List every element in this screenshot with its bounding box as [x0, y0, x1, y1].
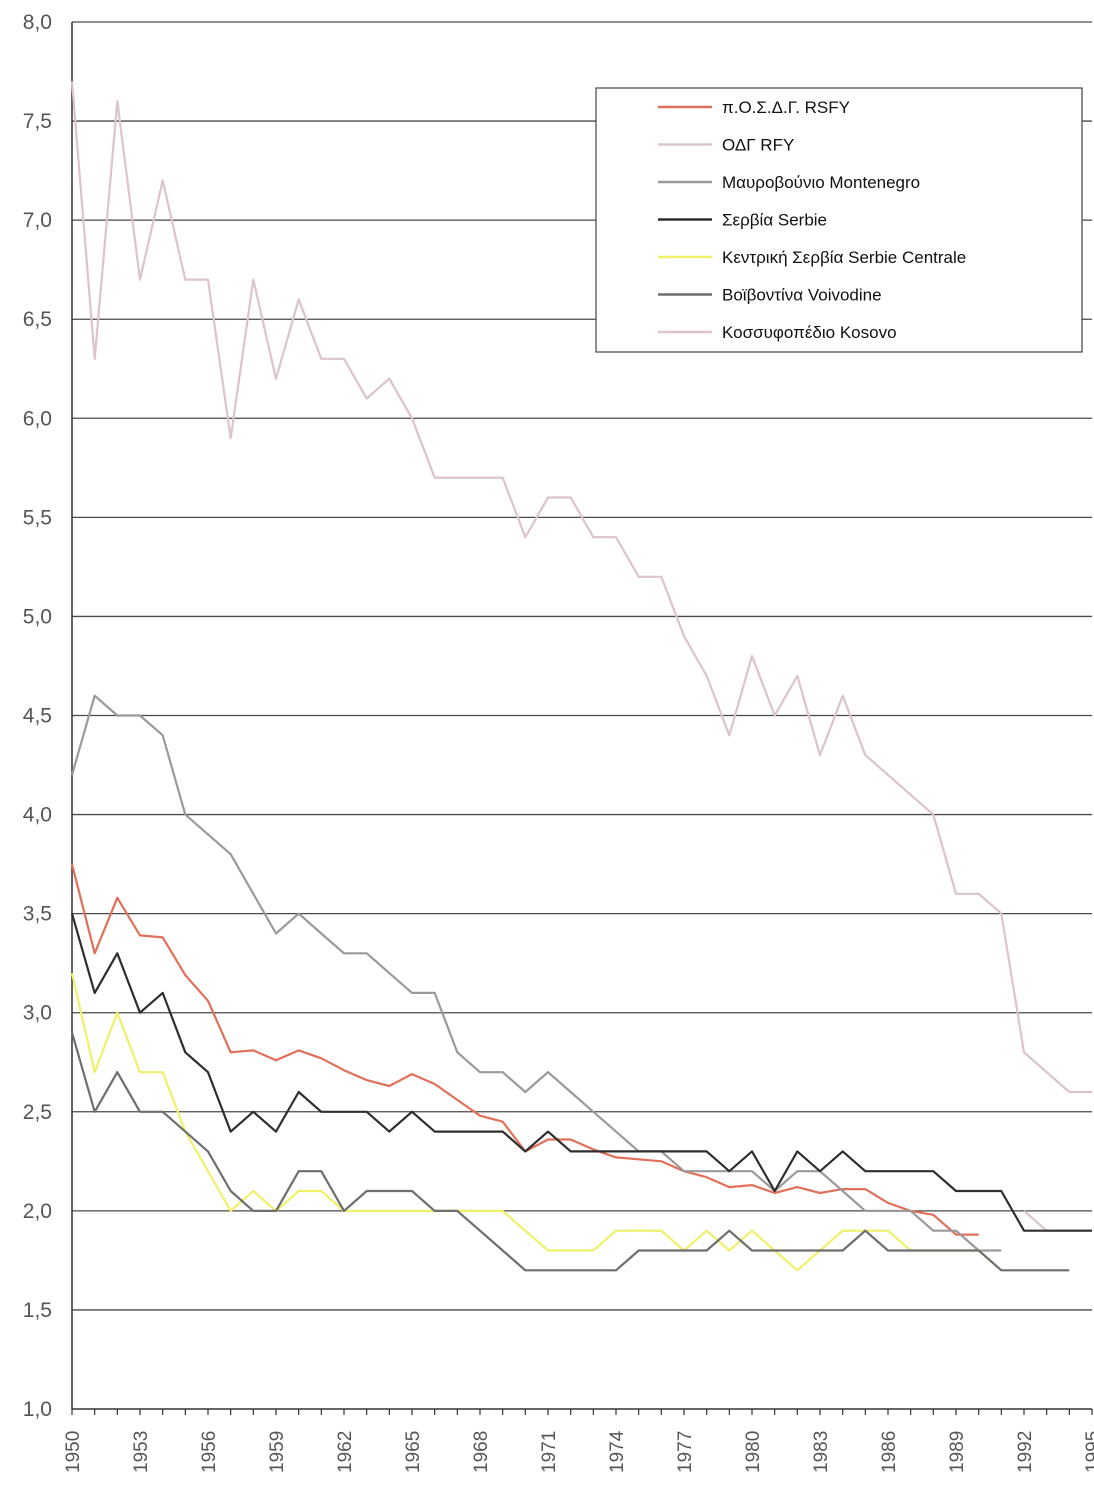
y-tick-label: 7,0	[23, 209, 52, 232]
y-tick-label: 8,0	[23, 11, 52, 34]
x-tick-label: 1992	[1015, 1431, 1036, 1473]
x-tick-label: 1950	[63, 1431, 84, 1473]
series-line-3	[70, 913, 1092, 1232]
y-tick-label: 6,0	[23, 407, 52, 430]
legend: π.Ο.Σ.Δ.Γ. RSFY ΟΔΓ RFY Μαυροβούνιο Monten…	[595, 87, 1083, 353]
x-tick-label: 1980	[743, 1431, 764, 1473]
x-tick-label: 1974	[607, 1430, 628, 1473]
series-line-1	[1023, 1210, 1092, 1232]
series-line-5	[70, 1032, 1070, 1272]
legend-label-0: π.Ο.Σ.Δ.Γ. RSFY	[722, 98, 850, 117]
x-tick-label: 1989	[947, 1431, 968, 1473]
legend-label-5: Βοϊβοντίνα Voivodine	[722, 286, 882, 305]
legend-label-2: Μαυροβούνιο Montenegro	[722, 173, 920, 192]
y-tick-label: 1,5	[23, 1299, 52, 1322]
legend-label-6: Κοσσυφοπέδιο Kosovo	[722, 323, 897, 342]
legend-label-1: ΟΔΓ RFY	[722, 136, 794, 155]
y-tick-label: 3,5	[23, 903, 52, 926]
series-line-4	[70, 972, 1003, 1272]
legend-label-4: Κεντρική Σερβία Serbie Centrale	[722, 248, 966, 267]
x-tick-label: 1995	[1083, 1431, 1094, 1473]
y-tick-label: 4,5	[23, 705, 52, 728]
series-lines	[70, 81, 1092, 1272]
series-line-6	[70, 81, 1092, 1094]
x-tick-label: 1971	[539, 1431, 560, 1473]
y-tick-label: 1,0	[23, 1398, 52, 1421]
x-tick-label: 1968	[471, 1431, 492, 1473]
legend-label-3: Σερβία Serbie	[722, 211, 827, 230]
y-tick-label: 6,5	[23, 308, 52, 331]
x-tick-label: 1959	[267, 1431, 288, 1473]
x-tick-label: 1956	[199, 1431, 220, 1473]
x-tick-label: 1986	[879, 1431, 900, 1473]
y-tick-label: 2,5	[23, 1101, 52, 1124]
y-tick-label: 7,5	[23, 110, 52, 133]
x-tick-label: 1983	[811, 1431, 832, 1473]
axes: 1,0 1,5 2,0 2,5 3,0 3,5 4,0 4,5 5,0 5,5 6,0 6,5 7,0 7…	[23, 11, 1094, 1473]
x-tick-label: 1977	[675, 1431, 696, 1473]
y-tick-label: 3,0	[23, 1002, 52, 1025]
x-tick-label: 1953	[131, 1431, 152, 1473]
series-line-0	[70, 863, 979, 1236]
y-tick-label: 4,0	[23, 804, 52, 827]
y-tick-label: 5,0	[23, 605, 52, 628]
series-line-2	[70, 694, 1002, 1252]
x-tick-label: 1965	[403, 1431, 424, 1473]
y-tick-label: 5,5	[23, 506, 52, 529]
x-tick-label: 1962	[335, 1431, 356, 1473]
y-tick-label: 2,0	[23, 1200, 52, 1223]
